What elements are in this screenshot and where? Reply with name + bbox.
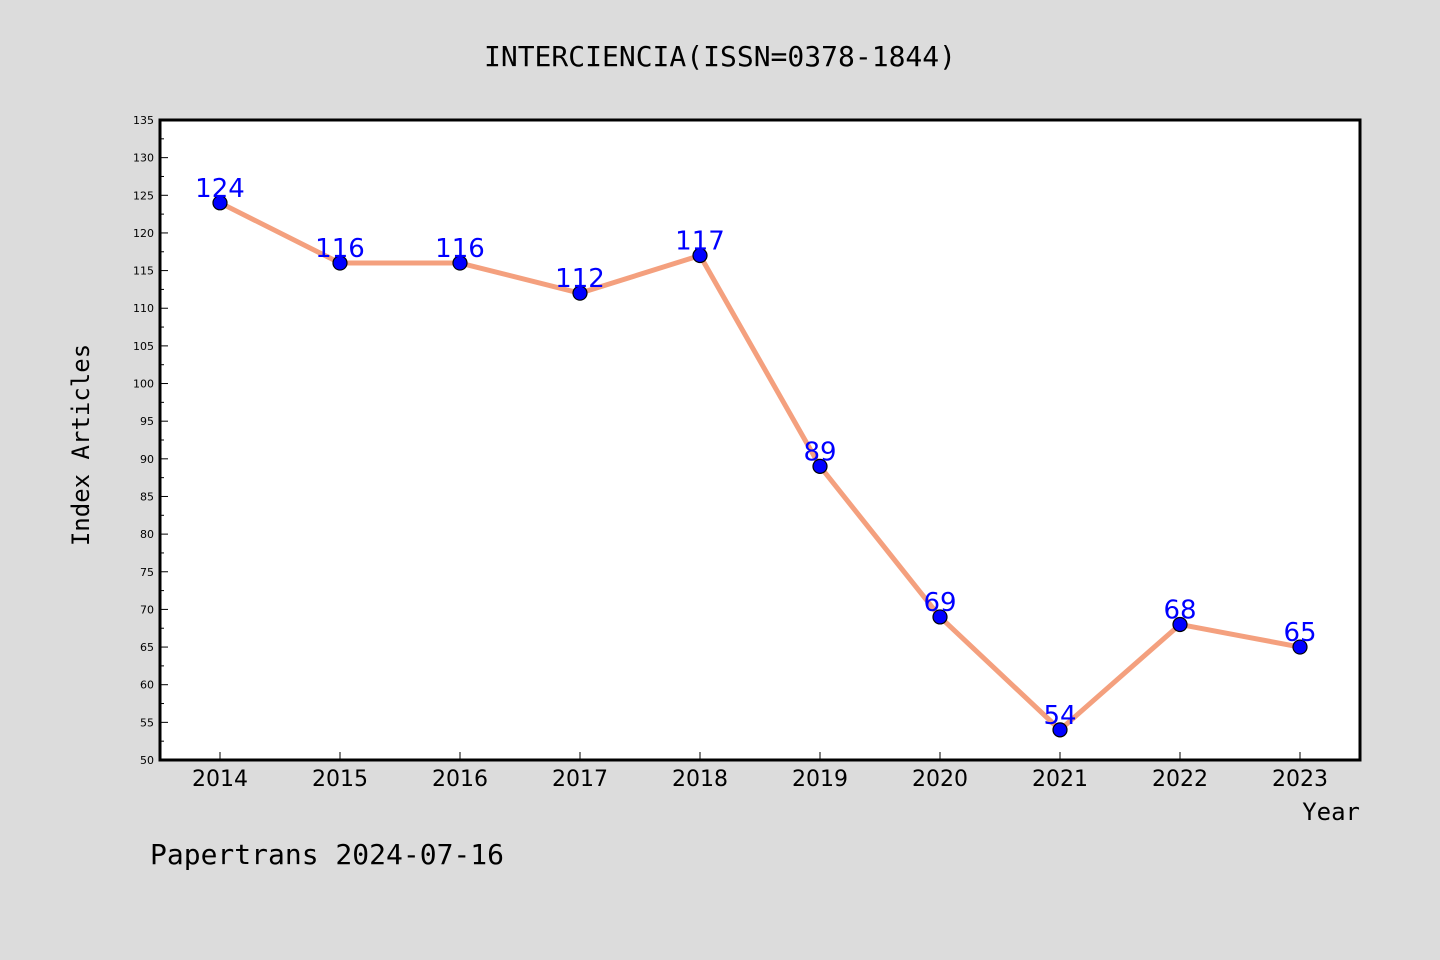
y-tick-label: 50 xyxy=(140,754,154,767)
x-tick-label: 2015 xyxy=(312,767,368,792)
data-label: 65 xyxy=(1283,618,1316,648)
data-point xyxy=(812,458,828,474)
x-tick-label: 2020 xyxy=(912,767,968,792)
data-point xyxy=(1292,639,1308,655)
y-tick-label: 55 xyxy=(140,716,154,729)
x-tick-label: 2018 xyxy=(672,767,728,792)
data-label: 116 xyxy=(315,234,365,264)
data-label: 69 xyxy=(923,588,956,618)
data-point xyxy=(1172,616,1188,633)
y-tick-label: 75 xyxy=(140,566,154,579)
data-label: 124 xyxy=(195,174,245,204)
y-tick-label: 60 xyxy=(140,679,154,692)
x-axis: 2014 2015 2016 2017 2018 2019 2020 2021 2022 2023 xyxy=(192,752,1328,792)
y-tick-label: 100 xyxy=(133,378,154,391)
y-tick-label: 135 xyxy=(133,114,154,127)
data-labels: 124 116 116 112 117 89 69 54 68 65 xyxy=(195,174,1316,731)
x-tick-label: 2022 xyxy=(1152,767,1208,792)
data-point xyxy=(452,255,468,271)
data-label: 116 xyxy=(435,234,485,264)
y-tick-label: 70 xyxy=(140,603,154,616)
data-label: 68 xyxy=(1163,595,1196,625)
y-tick-label: 120 xyxy=(133,227,154,240)
y-tick-label: 85 xyxy=(140,490,154,503)
data-label: 89 xyxy=(803,437,836,467)
data-point xyxy=(1052,722,1068,738)
x-tick-label: 2019 xyxy=(792,767,848,792)
x-tick-label: 2021 xyxy=(1032,767,1088,792)
series-layer xyxy=(212,195,1308,738)
y-tick-label: 105 xyxy=(133,340,154,353)
y-tick-label: 110 xyxy=(133,302,154,315)
data-label: 112 xyxy=(555,264,605,294)
y-tick-label: 90 xyxy=(140,453,154,466)
y-tick-label: 65 xyxy=(140,641,154,654)
y-tick-label: 80 xyxy=(140,528,154,541)
x-tick-label: 2017 xyxy=(552,767,608,792)
y-tick-label: 95 xyxy=(140,415,154,428)
y-axis: 50 55 60 65 70 75 80 85 90 95 100 105 110 115 120 125 13… xyxy=(133,114,168,767)
y-axis-label: Index Articles xyxy=(67,344,95,546)
data-label: 117 xyxy=(675,227,725,257)
y-tick-label: 115 xyxy=(133,265,154,278)
plot-area xyxy=(158,118,1362,762)
data-point xyxy=(332,255,348,271)
data-point xyxy=(212,195,228,211)
y-tick-label: 130 xyxy=(133,152,154,165)
x-tick-label: 2014 xyxy=(192,767,248,792)
data-point xyxy=(932,609,948,625)
series-line xyxy=(217,200,1303,733)
data-label: 54 xyxy=(1043,701,1076,731)
x-axis-label: Year xyxy=(1302,798,1360,826)
data-point xyxy=(692,247,708,264)
chart-title: INTERCIENCIA(ISSN=0378-1844) xyxy=(484,40,956,73)
x-tick-label: 2016 xyxy=(432,767,488,792)
footer-text: Papertrans 2024-07-16 xyxy=(150,838,504,871)
data-point xyxy=(572,285,588,301)
x-tick-label: 2023 xyxy=(1272,767,1328,792)
y-tick-label: 125 xyxy=(133,189,154,202)
